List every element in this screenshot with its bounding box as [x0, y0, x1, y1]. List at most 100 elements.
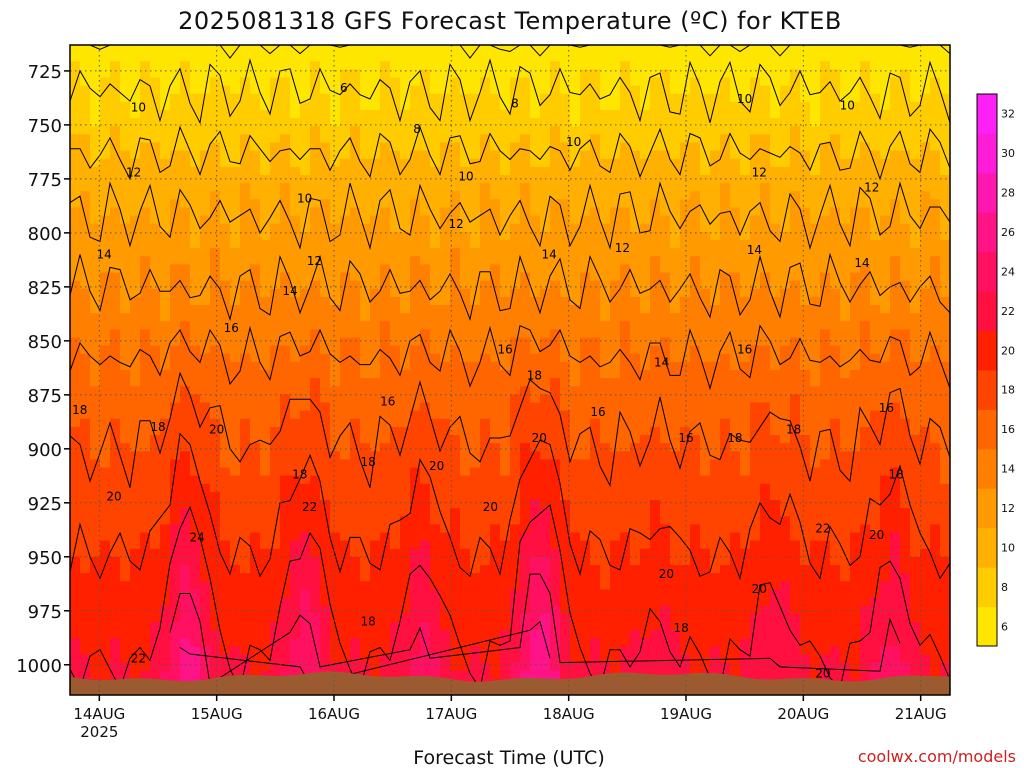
contour-label: 14 — [654, 355, 669, 369]
contour-label: 16 — [590, 405, 605, 419]
colorbar-tick-label: 20 — [1001, 344, 1015, 357]
contour-label: 12 — [864, 181, 879, 195]
colorbar-swatch — [977, 330, 997, 371]
x-tick-label: 16AUG — [308, 705, 360, 723]
grid-lines — [70, 45, 950, 695]
colorbar-frame — [976, 93, 998, 647]
y-tick-label: 1000 — [16, 656, 62, 677]
contour-label: 10 — [737, 92, 752, 106]
contour-label: 18 — [673, 621, 688, 635]
contour-label: 16 — [380, 394, 395, 408]
contour-label: 14 — [97, 248, 112, 262]
contour-label: 12 — [752, 165, 767, 179]
colorbar-tick-label: 32 — [1001, 108, 1015, 121]
contour-label: 18 — [292, 468, 307, 482]
y-tick-label: 975 — [28, 602, 62, 623]
contour-label: 18 — [727, 431, 742, 445]
contour-label: 10 — [566, 135, 581, 149]
contour-label: 12 — [126, 165, 141, 179]
y-tick-label: 875 — [28, 386, 62, 407]
contour-label: 18 — [889, 468, 904, 482]
colorbar-tick-label: 12 — [1001, 502, 1015, 515]
colorbar-swatch — [977, 251, 997, 292]
contour-label: 18 — [72, 403, 87, 417]
contour-label: 10 — [840, 99, 855, 113]
source-credit: coolwx.com/models — [858, 747, 1016, 766]
contour-label: 14 — [541, 248, 556, 262]
colorbar-swatch — [977, 291, 997, 332]
x-tick-label: 17AUG — [425, 705, 477, 723]
contour-label: 20 — [815, 666, 830, 680]
y-tick-label: 825 — [28, 278, 62, 299]
x-tick-label: 14AUG — [73, 705, 125, 723]
colorbar-swatch — [977, 212, 997, 253]
contour-label: 14 — [747, 243, 762, 257]
contour-labels: 10 12 14 18 18 20 22 6 8 8 10 10 10 12 12 12 14 14 16 16 16 1… — [72, 81, 904, 680]
contour-label: 20 — [483, 500, 498, 514]
contour-label: 12 — [449, 217, 464, 231]
contour-label: 20 — [209, 422, 224, 436]
colorbar-swatch — [977, 370, 997, 410]
y-tick-label: 775 — [28, 170, 62, 191]
colorbar-swatch — [977, 94, 997, 134]
isotherm-line — [70, 504, 950, 690]
colorbar-swatch — [977, 448, 997, 489]
colorbar: 6 8 10 12 14 16 18 20 22 24 26 28 30 32 — [976, 93, 1015, 647]
colorbar-tick-label: 30 — [1001, 147, 1015, 160]
y-tick-label: 725 — [28, 62, 62, 83]
contour-label: 18 — [361, 615, 376, 629]
colorbar-swatch — [977, 606, 997, 647]
y-tick-label: 850 — [28, 332, 62, 353]
contour-label: 16 — [224, 321, 239, 335]
isotherm-line — [70, 45, 950, 59]
contour-label: 22 — [302, 500, 317, 514]
contour-label: 14 — [854, 256, 869, 270]
y-tick-label: 800 — [28, 224, 62, 245]
colorbar-tick-label: 14 — [1001, 463, 1015, 476]
y-tick-label: 950 — [28, 548, 62, 569]
contour-label: 20 — [532, 431, 547, 445]
colorbar-tick-label: 22 — [1001, 305, 1015, 318]
contour-label: 8 — [511, 96, 519, 110]
x-tick-label: 20AUG — [777, 705, 829, 723]
colorbar-swatch — [977, 172, 997, 213]
contour-label: 18 — [150, 420, 165, 434]
colorbar-swatch — [977, 409, 997, 450]
contour-label: 18 — [786, 422, 801, 436]
contour-label: 14 — [282, 284, 297, 298]
contour-label: 12 — [307, 254, 322, 268]
contour-label: 16 — [678, 431, 693, 445]
colorbar-tick-label: 8 — [1001, 581, 1008, 594]
contour-label: 16 — [879, 401, 894, 415]
contour-label: 22 — [815, 522, 830, 536]
contour-label: 12 — [615, 241, 630, 255]
ground-terrain — [70, 671, 950, 695]
contour-label: 24 — [189, 530, 204, 544]
isotherm-line — [70, 58, 950, 125]
colorbar-tick-label: 28 — [1001, 187, 1015, 200]
y-tick-label: 900 — [28, 440, 62, 461]
contour-label: 18 — [527, 368, 542, 382]
contour-label: 8 — [413, 122, 421, 136]
contour-label: 16 — [737, 343, 752, 357]
isotherm-line — [169, 573, 901, 686]
y-tick-label: 750 — [28, 116, 62, 137]
plot-area: 10 12 14 18 18 20 22 6 8 8 10 10 10 12 12 12 14 14 16 16 16 1… — [70, 45, 950, 695]
colorbar-tick-label: 24 — [1001, 265, 1015, 278]
contour-label: 10 — [297, 191, 312, 205]
contour-label: 10 — [458, 170, 473, 184]
contour-label: 6 — [340, 81, 348, 95]
pressure-axis: 725 750 775 800 825 850 875 900 925 950 975 1000 — [16, 62, 70, 677]
plot-frame — [69, 44, 951, 696]
contour-label: 22 — [131, 651, 146, 665]
colorbar-tick-label: 6 — [1001, 620, 1008, 633]
contour-label: 10 — [131, 101, 146, 115]
x-tick-label: 18AUG — [543, 705, 595, 723]
contour-label: 20 — [106, 489, 121, 503]
colorbar-swatch — [977, 488, 997, 529]
contour-label: 20 — [752, 582, 767, 596]
isotherm-line — [70, 252, 950, 322]
contour-label: 20 — [869, 528, 884, 542]
x-axis-label: Forecast Time (UTC) — [413, 747, 604, 768]
